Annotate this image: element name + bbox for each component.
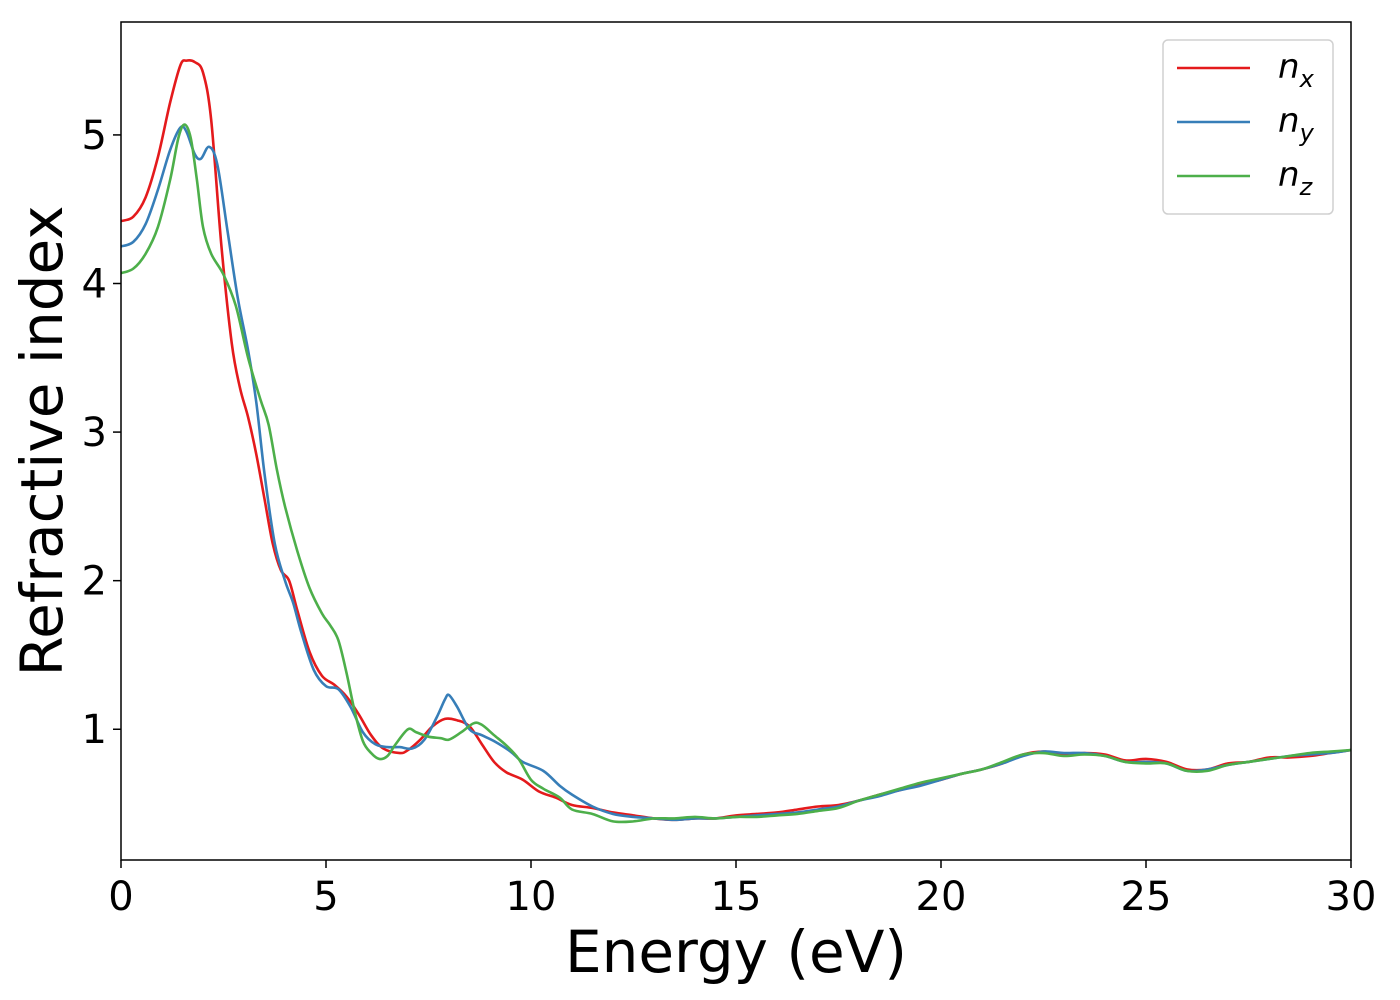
- x-axis: 0 5 10 15 20 25 30: [108, 860, 1376, 920]
- series-line-n-z: [121, 123, 1351, 824]
- x-tick-label: 25: [1121, 874, 1172, 920]
- y-tick-label: 2: [82, 559, 107, 605]
- x-tick-label: 30: [1326, 874, 1377, 920]
- y-tick-label: 3: [82, 410, 107, 456]
- legend-label-base: n: [1278, 155, 1300, 195]
- legend-label-base: n: [1278, 101, 1300, 141]
- x-tick-label: 20: [916, 874, 967, 920]
- y-axis: 1 2 3 4 5: [82, 113, 121, 753]
- legend-label-n-z: nz: [1278, 155, 1314, 201]
- y-tick-label: 4: [82, 262, 107, 308]
- series-line-n-y: [121, 125, 1351, 822]
- x-axis-label: Energy (eV): [565, 918, 907, 986]
- x-tick-label: 0: [108, 874, 133, 920]
- x-tick-label: 5: [313, 874, 338, 920]
- series-layer: [121, 59, 1351, 824]
- legend-label-n-y: ny: [1278, 101, 1315, 147]
- legend-label-subscript: z: [1299, 173, 1314, 201]
- legend-label-subscript: y: [1299, 119, 1315, 147]
- y-tick-label: 5: [82, 113, 107, 159]
- legend-label-subscript: x: [1299, 65, 1315, 93]
- y-axis-label: Refractive index: [8, 205, 76, 676]
- legend-label-n-x: nx: [1278, 47, 1315, 93]
- legend-frame: [1162, 39, 1334, 215]
- x-tick-label: 10: [506, 874, 557, 920]
- legend-label-base: n: [1278, 47, 1300, 87]
- y-tick-label: 1: [82, 707, 107, 753]
- x-tick-label: 15: [711, 874, 762, 920]
